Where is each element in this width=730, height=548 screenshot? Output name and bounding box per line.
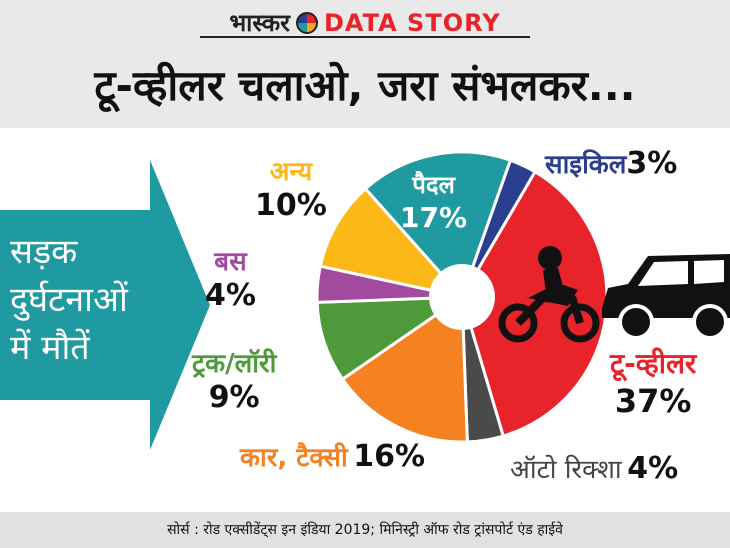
brand-name: भास्कर: [229, 9, 290, 37]
label-truck-name: ट्रक/लॉरी: [192, 349, 277, 379]
motorcycle-icon: [498, 246, 600, 343]
arrow-shape: [0, 160, 210, 450]
label-cycle-value: 3%: [626, 146, 678, 181]
label-car-name: कार, टैक्सी: [240, 443, 348, 473]
arrow-label-line3: में मौतें: [10, 328, 90, 368]
label-pedestrian-name: पैदल: [412, 171, 455, 199]
label-pedestrian: पैदल 17%: [400, 168, 467, 234]
header-band: [0, 0, 730, 128]
label-auto-value: 4%: [627, 451, 679, 486]
label-pedestrian-value: 17%: [400, 201, 468, 234]
pie-slice-7: [363, 150, 513, 300]
brand-underline: [200, 36, 530, 38]
label-bus-value: 4%: [205, 278, 256, 313]
label-bus: बस 4%: [205, 242, 256, 313]
pie-center-hole: [429, 264, 495, 330]
brand-section: DATA STORY: [323, 9, 501, 37]
label-two-wheeler: टू-व्हीलर 37%: [610, 344, 696, 420]
label-truck-value: 9%: [208, 380, 260, 415]
pie-slice-4: [315, 295, 468, 382]
source-note: सोर्स : रोड एक्सीडेंट्स इन इंडिया 2019; …: [0, 512, 730, 548]
label-car: कार, टैक्सी 16%: [240, 438, 425, 474]
label-cycle-name: साइकिल: [545, 150, 627, 180]
pie-slice-3: [340, 294, 469, 444]
arrow-label-line1: सड़क: [10, 232, 78, 272]
label-other-name: अन्य: [269, 157, 313, 187]
label-auto: ऑटो रिक्शा 4%: [510, 450, 678, 486]
label-other: अन्य 10%: [255, 152, 327, 223]
label-cycle: साइकिल3%: [545, 145, 677, 181]
label-other-value: 10%: [255, 188, 327, 223]
brand-bar: भास्कर DATA STORY: [0, 6, 730, 39]
label-truck: ट्रक/लॉरी 9%: [192, 344, 276, 415]
car-icon: [602, 254, 730, 340]
page-title: टू-व्हीलर चलाओ, जरा संभलकर...: [94, 61, 636, 110]
label-auto-name: ऑटो रिक्शा: [510, 455, 622, 485]
label-two-wheeler-name: टू-व्हीलर: [610, 347, 697, 380]
arrow-label: सड़क दुर्घटनाओं में मौतें: [10, 228, 170, 372]
brand-logo-icon: [295, 12, 318, 34]
label-two-wheeler-value: 37%: [614, 382, 692, 420]
pie-slice-6: [318, 186, 467, 300]
arrow-label-line2: दुर्घटनाओं: [10, 280, 128, 320]
label-bus-name: बस: [214, 247, 247, 277]
label-car-value: 16%: [353, 439, 426, 474]
